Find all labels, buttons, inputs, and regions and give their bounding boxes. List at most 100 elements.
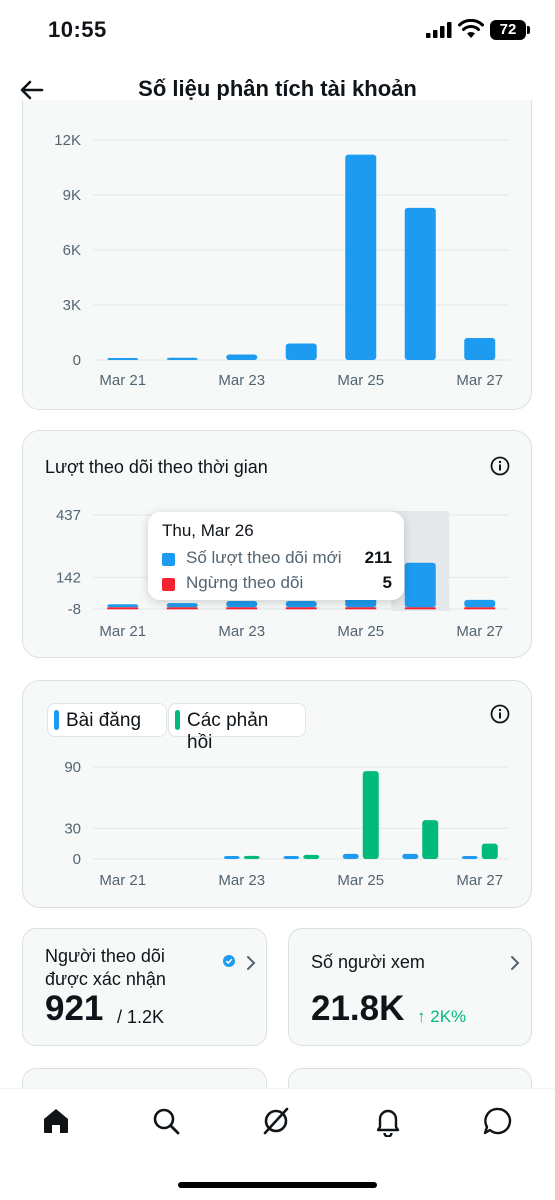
bar-posts — [461, 856, 478, 859]
y-tick-label: -8 — [68, 601, 81, 618]
arrow-up-icon: ↑ — [417, 1007, 426, 1026]
label-line: được xác nhận — [45, 969, 166, 989]
x-tick-label: Mar 25 — [337, 872, 384, 889]
viewers-card[interactable]: Số người xem 21.8K ↑ 2K% — [288, 928, 532, 1046]
legend-bar — [175, 710, 180, 730]
y-tick-label: 30 — [64, 820, 81, 837]
messages-icon[interactable] — [482, 1105, 514, 1137]
bar-unfollows — [345, 607, 377, 610]
bell-icon[interactable] — [372, 1105, 404, 1137]
blue-swatch — [162, 553, 175, 566]
bar-unfollows — [464, 607, 496, 610]
x-tick-label: Mar 23 — [218, 623, 265, 640]
battery-icon: 72 — [490, 20, 530, 40]
bar-unfollows — [107, 607, 139, 610]
bar-new-followers — [226, 600, 258, 608]
y-tick-label: 0 — [73, 851, 81, 868]
bar-replies — [481, 843, 498, 859]
tooltip-row-new: Số lượt theo dõi mới 211 — [162, 548, 392, 572]
bottom-nav — [0, 1088, 555, 1200]
x-tick-label: Mar 21 — [99, 623, 146, 640]
posts-card: Bài đăng Các phản hồi 90 30 0 Mar 21 Mar 23 M… — [22, 680, 532, 908]
page-title: Số liệu phân tích tài khoản — [138, 76, 417, 101]
bar-unfollows — [166, 607, 198, 610]
info-icon[interactable] — [489, 455, 511, 477]
verified-badge-icon — [223, 955, 235, 967]
y-tick-label: 12K — [54, 132, 81, 149]
bar-new-followers — [404, 562, 436, 608]
x-tick-label: Mar 21 — [99, 872, 146, 889]
bar-unfollows — [285, 607, 317, 610]
posts-chart: 90 30 0 Mar 21 Mar 23 Mar 25 Mar 27 — [64, 759, 509, 889]
bar-replies — [243, 855, 260, 859]
legend-label: Bài đăng — [66, 710, 142, 731]
y-tick-label: 437 — [56, 507, 81, 524]
x-tick-label: Mar 23 — [218, 872, 265, 889]
legend-bar — [54, 710, 59, 730]
viewers-value: 21.8K — [311, 989, 405, 1028]
x-tick-label: Mar 27 — [456, 372, 503, 389]
bar-new-followers — [107, 604, 139, 608]
bar-unfollows — [404, 607, 436, 610]
bar — [285, 343, 317, 360]
bar-replies — [422, 820, 439, 859]
red-swatch — [162, 578, 175, 591]
x-tick-label: Mar 25 — [337, 372, 384, 389]
bar-posts — [283, 856, 300, 859]
bar-replies — [362, 771, 379, 859]
bar — [226, 354, 258, 360]
y-tick-label: 142 — [56, 569, 81, 586]
label-line: Người theo dõi — [45, 946, 165, 966]
tooltip-date: Thu, Mar 26 — [162, 521, 254, 540]
bar — [107, 358, 139, 360]
y-tick-label: 90 — [64, 759, 81, 776]
arrow-left-icon[interactable] — [16, 74, 48, 106]
x-tick-label: Mar 21 — [99, 372, 146, 389]
chart-tooltip: Thu, Mar 26 Số lượt theo dõi mới 211 Ngừ… — [148, 512, 404, 600]
x-tick-label: Mar 25 — [337, 623, 384, 640]
bar-unfollows — [226, 607, 258, 610]
verified-followers-label: Người theo dõi được xác nhận — [45, 945, 166, 991]
verified-followers-total: / 1.2K — [117, 1007, 165, 1027]
bar — [404, 207, 436, 360]
legend-replies[interactable]: Các phản hồi — [168, 703, 306, 753]
y-tick-label: 6K — [63, 242, 81, 259]
tooltip-label: Số lượt theo dõi mới — [186, 548, 342, 567]
chevron-right-icon — [247, 956, 256, 970]
x-tick-label: Mar 27 — [456, 623, 503, 640]
bar-posts — [342, 853, 359, 859]
y-tick-label: 9K — [63, 187, 81, 204]
bar-posts — [223, 856, 240, 859]
signal-icon — [426, 22, 452, 38]
tooltip-row-unfollow: Ngừng theo dõi 5 — [162, 573, 392, 597]
impressions-card: 12K 9K 6K 3K 0 Mar 21 Mar 23 Mar 25 Mar 27 — [22, 100, 532, 410]
viewers-change-value: 2K% — [430, 1007, 467, 1026]
impressions-chart: 12K 9K 6K 3K 0 Mar 21 Mar 23 Mar 25 Mar 27 — [54, 132, 509, 389]
tooltip-value: 211 — [364, 548, 392, 567]
wifi-icon — [458, 19, 484, 38]
y-tick-label: 3K — [63, 297, 81, 314]
verified-followers-card[interactable]: Người theo dõi được xác nhận 921 / 1.2K — [22, 928, 267, 1046]
search-icon[interactable] — [150, 1105, 182, 1137]
bar-replies — [303, 854, 320, 859]
bar-new-followers — [166, 603, 198, 608]
bar-posts — [402, 853, 419, 859]
chevron-right-icon — [511, 956, 520, 970]
header: Số liệu phân tích tài khoản — [0, 60, 555, 116]
bar — [345, 154, 377, 360]
viewers-change: ↑ 2K% — [417, 1007, 466, 1027]
tooltip-label: Ngừng theo dõi — [186, 573, 304, 592]
grok-icon[interactable] — [260, 1105, 292, 1137]
legend-posts[interactable]: Bài đăng — [47, 703, 167, 737]
bar-new-followers — [285, 600, 317, 608]
x-tick-label: Mar 23 — [218, 372, 265, 389]
bar — [166, 357, 198, 360]
home-icon[interactable] — [40, 1105, 72, 1137]
info-icon[interactable] — [489, 703, 511, 725]
bar — [464, 338, 496, 360]
legend-label: Các phản hồi — [187, 710, 269, 753]
home-indicator — [178, 1182, 377, 1188]
bar-new-followers — [464, 599, 496, 608]
viewers-label: Số người xem — [311, 952, 425, 972]
y-tick-label: 0 — [73, 352, 81, 369]
